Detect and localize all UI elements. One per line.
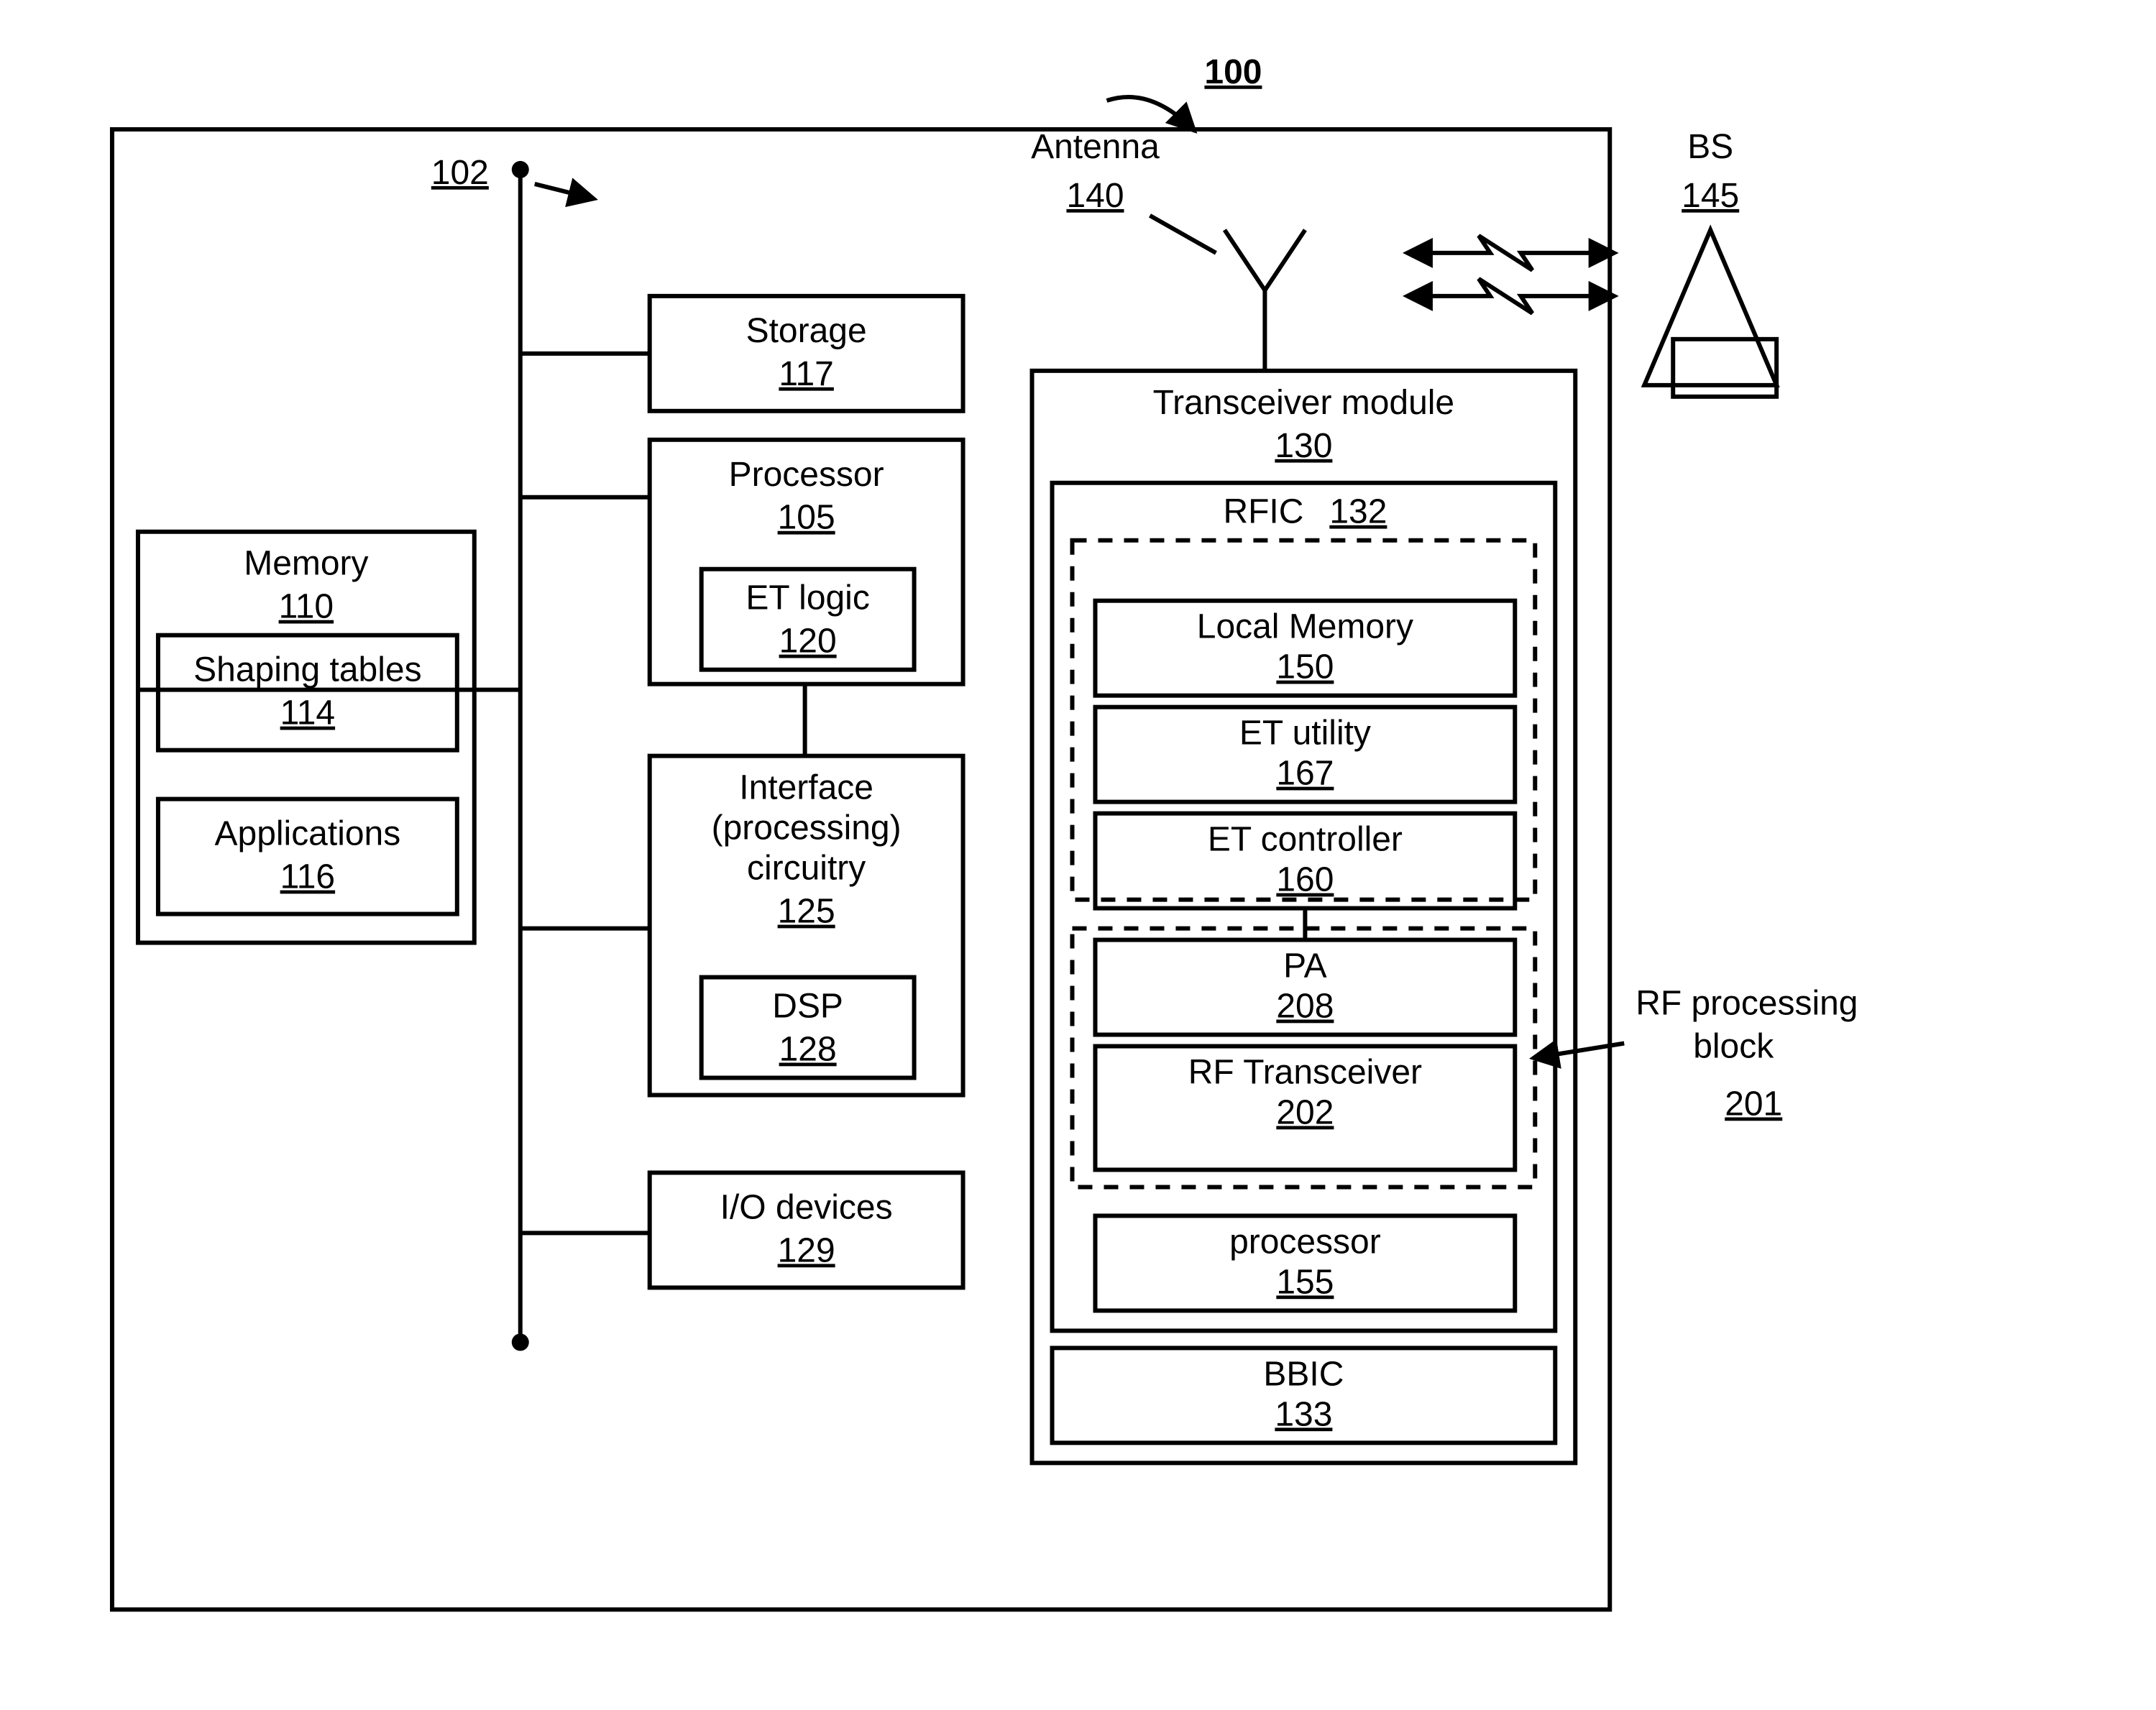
svg-text:133: 133	[1275, 1395, 1332, 1433]
svg-text:RFIC: RFIC	[1223, 493, 1303, 531]
svg-text:110: 110	[279, 588, 334, 626]
svg-text:116: 116	[280, 858, 335, 896]
svg-text:ET utility: ET utility	[1239, 714, 1371, 753]
svg-text:ET logic: ET logic	[746, 579, 869, 617]
svg-text:102: 102	[431, 154, 489, 192]
svg-text:129: 129	[778, 1231, 835, 1269]
svg-text:114: 114	[280, 694, 335, 732]
block-diagram: 100 102 Memory 110 Shaping tables 114 Applicat…	[14, 14, 2142, 1696]
svg-text:ET controller: ET controller	[1208, 821, 1403, 859]
svg-text:processor: processor	[1229, 1223, 1381, 1261]
svg-text:Processor: Processor	[729, 456, 884, 494]
svg-text:Storage: Storage	[746, 312, 867, 350]
svg-text:100: 100	[1204, 53, 1262, 91]
svg-text:BS: BS	[1687, 128, 1733, 166]
svg-text:201: 201	[1725, 1085, 1782, 1123]
svg-text:Local Memory: Local Memory	[1197, 608, 1413, 646]
svg-text:145: 145	[1682, 177, 1739, 215]
svg-text:RF processing: RF processing	[1636, 985, 1858, 1023]
svg-text:RF Transceiver: RF Transceiver	[1188, 1053, 1422, 1091]
svg-text:BBIC: BBIC	[1263, 1355, 1344, 1393]
svg-text:I/O devices: I/O devices	[720, 1188, 893, 1226]
svg-text:202: 202	[1276, 1093, 1334, 1131]
svg-text:105: 105	[778, 499, 835, 537]
svg-text:Transceiver module: Transceiver module	[1153, 384, 1454, 422]
svg-text:(processing): (processing)	[712, 809, 902, 847]
svg-text:160: 160	[1276, 861, 1334, 899]
svg-text:Shaping tables: Shaping tables	[193, 651, 421, 689]
svg-text:Applications: Applications	[215, 815, 401, 853]
svg-text:DSP: DSP	[772, 988, 843, 1026]
svg-text:PA: PA	[1283, 947, 1326, 985]
svg-text:block: block	[1693, 1028, 1774, 1066]
svg-text:128: 128	[779, 1031, 837, 1069]
svg-text:150: 150	[1276, 648, 1334, 686]
svg-text:117: 117	[779, 355, 833, 393]
svg-text:Antenna: Antenna	[1031, 128, 1160, 166]
svg-text:Interface: Interface	[739, 769, 873, 807]
svg-text:132: 132	[1329, 493, 1387, 531]
svg-text:208: 208	[1276, 988, 1334, 1026]
svg-text:circuitry: circuitry	[747, 850, 866, 888]
svg-text:140: 140	[1066, 177, 1124, 215]
svg-text:125: 125	[778, 893, 835, 931]
svg-text:155: 155	[1276, 1263, 1334, 1301]
svg-text:Memory: Memory	[244, 545, 368, 583]
svg-text:167: 167	[1276, 755, 1334, 793]
svg-text:130: 130	[1275, 427, 1332, 465]
svg-text:120: 120	[779, 622, 837, 661]
